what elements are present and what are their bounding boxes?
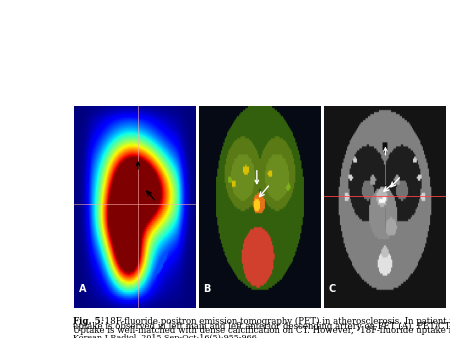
Text: B: B <box>203 285 211 294</box>
Text: Fig. 5.: Fig. 5. <box>73 317 107 326</box>
Text: Korean J Radiol. 2015 Sep-Oct;16(5):955-966.: Korean J Radiol. 2015 Sep-Oct;16(5):955-… <box>73 334 259 338</box>
Text: uptake is observed in left main and left anterior descending artery on PET (A), : uptake is observed in left main and left… <box>73 322 450 331</box>
Text: A: A <box>78 285 86 294</box>
Text: ¹18F-fluoride positron emission tomography (PET) in atherosclerosis. In patient : ¹18F-fluoride positron emission tomograp… <box>101 317 450 326</box>
Text: Uptake is well-matched with dense calcification on CT. However, ¹18F-fluoride up: Uptake is well-matched with dense calcif… <box>73 327 450 335</box>
Text: C: C <box>328 285 336 294</box>
